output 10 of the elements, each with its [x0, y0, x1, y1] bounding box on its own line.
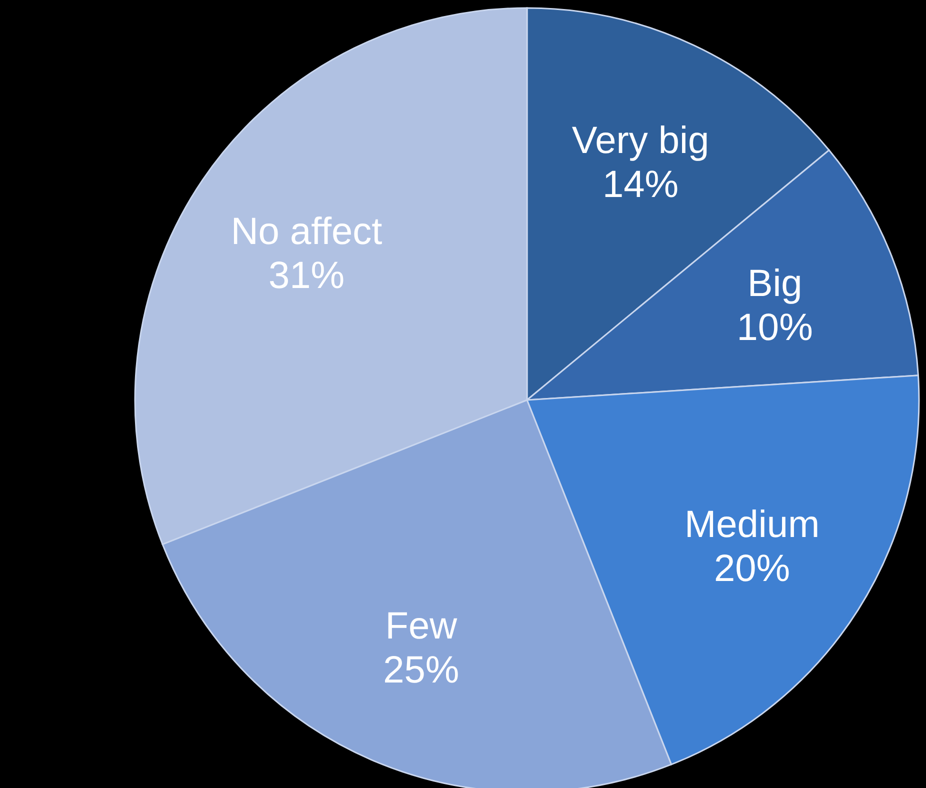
slice-label: Big — [747, 262, 802, 305]
data-label: 14% — [602, 164, 679, 206]
slice-label: Few — [385, 606, 458, 648]
data-label: 10% — [736, 306, 813, 349]
slice-label: No affect — [230, 211, 383, 254]
data-label: 31% — [268, 255, 345, 298]
data-label: 25% — [383, 650, 460, 692]
slice-label: Very big — [572, 120, 710, 162]
data-label: 20% — [714, 548, 790, 590]
slice-label: Medium — [684, 504, 820, 546]
